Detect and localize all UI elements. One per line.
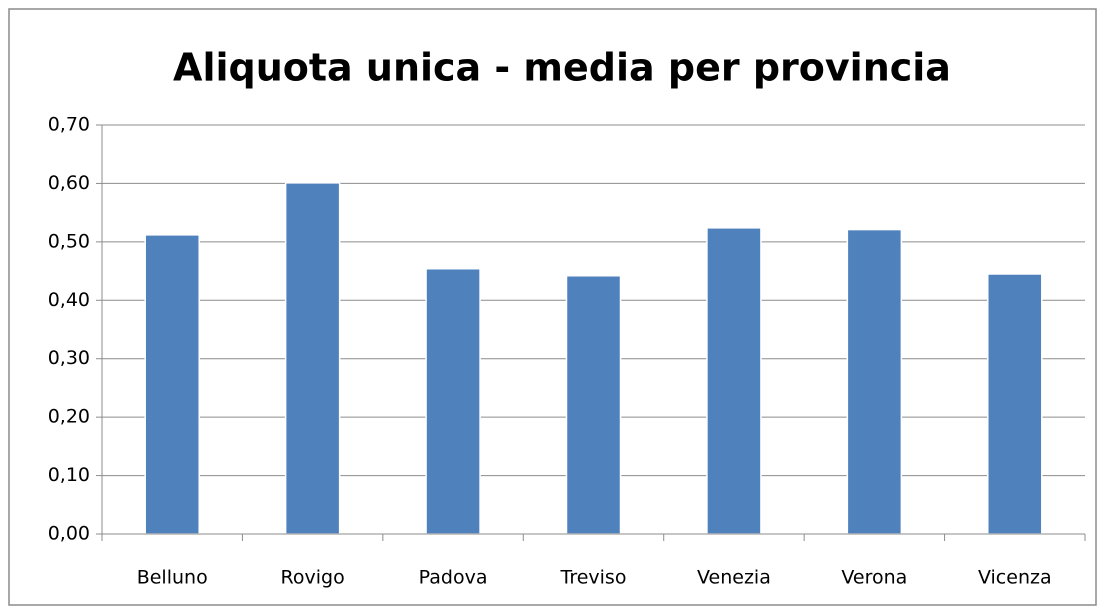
bar bbox=[425, 267, 481, 535]
y-tick-label: 0,70 bbox=[48, 114, 90, 136]
y-tick-label: 0,20 bbox=[48, 406, 90, 428]
chart-title: Aliquota unica - media per provincia bbox=[173, 46, 951, 90]
bar bbox=[706, 227, 762, 535]
x-tick-label: Verona bbox=[841, 567, 907, 589]
bar bbox=[565, 274, 622, 535]
x-tick-label: Belluno bbox=[137, 567, 208, 589]
bar bbox=[144, 234, 200, 535]
x-tick-label: Padova bbox=[419, 567, 488, 589]
y-tick-label: 0,60 bbox=[48, 172, 90, 194]
y-tick-label: 0,10 bbox=[48, 464, 90, 486]
bar bbox=[284, 182, 341, 535]
x-tick-label: Treviso bbox=[560, 567, 627, 589]
x-tick-label: Venezia bbox=[697, 567, 771, 589]
x-tick-label: Rovigo bbox=[281, 567, 345, 589]
y-tick-label: 0,00 bbox=[48, 523, 90, 545]
y-tick-label: 0,30 bbox=[48, 347, 90, 369]
bar bbox=[846, 228, 903, 535]
bar bbox=[987, 273, 1043, 535]
x-tick-label: Vicenza bbox=[978, 567, 1052, 589]
y-tick-label: 0,50 bbox=[48, 230, 90, 252]
y-tick-label: 0,40 bbox=[48, 289, 90, 311]
